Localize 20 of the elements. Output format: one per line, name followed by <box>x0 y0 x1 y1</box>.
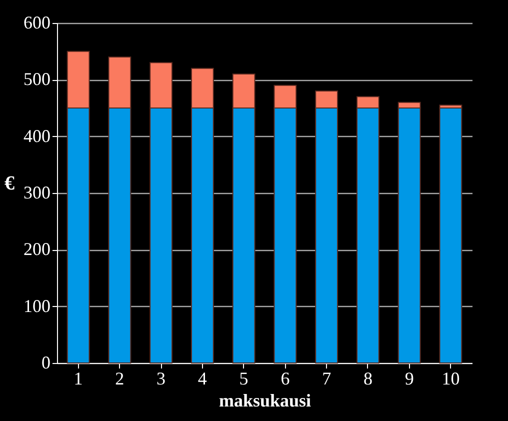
x-axis-title: maksukausi <box>218 390 312 410</box>
x-tick-label: 6 <box>280 368 290 388</box>
bar <box>439 108 462 364</box>
x-tick-label: 3 <box>156 368 166 388</box>
y-tick-label: 300 <box>24 182 50 202</box>
x-tick-label: 4 <box>198 368 207 388</box>
y-tick-label: 500 <box>24 69 50 90</box>
y-tick-label: 200 <box>24 239 50 260</box>
y-tick-label: 400 <box>24 126 50 146</box>
y-tick-label: 600 <box>24 12 50 32</box>
y-axis-title: € <box>4 172 14 194</box>
x-tick-label: 8 <box>363 368 372 388</box>
y-tick-label: 0 <box>42 352 50 372</box>
x-tick-label: 9 <box>404 368 414 388</box>
x-tick-label: 1 <box>74 368 83 388</box>
x-tick-label: 5 <box>239 368 248 388</box>
x-tick-label: 7 <box>322 368 332 388</box>
y-tick-label: 100 <box>24 296 50 316</box>
x-tick-label: 2 <box>115 368 124 388</box>
x-tick-label: 10 <box>442 368 460 388</box>
